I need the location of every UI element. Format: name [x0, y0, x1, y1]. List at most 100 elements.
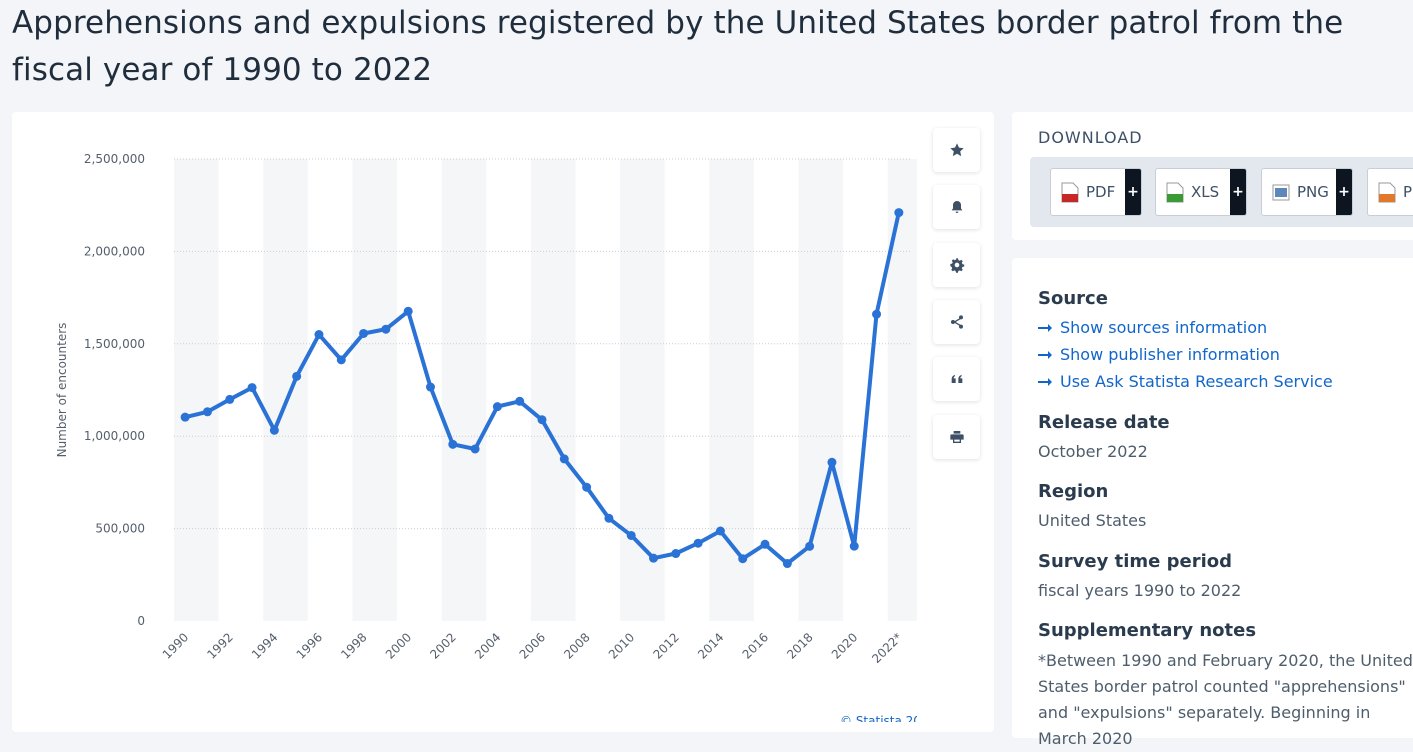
data-point	[649, 553, 659, 563]
x-tick-label: 2008	[561, 630, 592, 661]
y-tick-label: 1,000,000	[84, 429, 145, 443]
ppt-file-icon	[1378, 182, 1396, 202]
download-panel: DOWNLOAD PDF + XLS + PNG + PPT +	[1012, 112, 1413, 240]
x-tick-label: 2022*	[869, 630, 905, 666]
arrow-right-icon	[1038, 323, 1052, 332]
data-point	[872, 309, 882, 319]
gear-icon	[949, 258, 964, 273]
chart-band	[887, 159, 917, 621]
y-axis-label: Number of encounters	[55, 323, 69, 458]
survey-period-value: fiscal years 1990 to 2022	[1038, 581, 1242, 600]
page-title: Apprehensions and expulsions registered …	[12, 5, 1344, 88]
data-point	[715, 526, 725, 536]
region-heading: Region	[1038, 481, 1109, 502]
data-point	[292, 371, 302, 381]
data-point	[492, 402, 502, 412]
download-title: DOWNLOAD	[1038, 128, 1143, 147]
source-heading: Source	[1038, 288, 1108, 309]
download-ppt-label: PPT	[1403, 183, 1413, 201]
x-tick-label: 2016	[740, 630, 771, 661]
y-tick-label: 2,000,000	[84, 244, 145, 258]
data-point	[448, 439, 458, 449]
y-tick-label: 1,500,000	[84, 337, 145, 351]
data-point	[582, 482, 592, 492]
data-point	[671, 549, 681, 559]
download-xls-button[interactable]: XLS +	[1155, 168, 1247, 216]
data-point	[760, 539, 770, 549]
show-publisher-link[interactable]: Show publisher information	[1038, 345, 1280, 364]
x-tick-label: 2018	[784, 630, 815, 661]
chart-band	[352, 159, 398, 621]
share-icon	[950, 315, 963, 329]
plus-icon: +	[1125, 169, 1141, 215]
data-point	[604, 513, 614, 523]
favorite-button[interactable]	[933, 128, 980, 172]
plus-icon: +	[1230, 169, 1246, 215]
download-bar: PDF + XLS + PNG + PPT +	[1030, 157, 1413, 227]
x-tick-label: 1998	[338, 630, 369, 661]
x-tick-label: 2014	[695, 630, 726, 661]
chart-panel: 0 500,000 1,000,000 1,500,000 2,000,000 2,500…	[12, 112, 994, 732]
x-tick-label: 2002	[427, 630, 458, 661]
show-sources-link[interactable]: Show sources information	[1038, 318, 1267, 337]
data-point	[782, 559, 792, 569]
download-ppt-button[interactable]: PPT +	[1367, 168, 1413, 216]
cite-button[interactable]	[933, 357, 980, 401]
data-point	[269, 425, 279, 435]
y-tick-label: 0	[137, 614, 145, 628]
y-tick-label: 2,500,000	[84, 152, 145, 166]
chart-band	[263, 159, 308, 621]
data-point	[894, 208, 904, 218]
y-tick-label: 500,000	[95, 522, 145, 536]
data-point	[381, 324, 391, 334]
supplementary-notes-text: *Between 1990 and February 2020, the Uni…	[1038, 651, 1413, 748]
download-png-button[interactable]: PNG +	[1261, 168, 1353, 216]
data-point	[359, 328, 369, 338]
data-point	[693, 538, 703, 548]
star-icon	[949, 143, 964, 157]
chart-band	[620, 159, 665, 621]
show-sources-label: Show sources information	[1060, 318, 1268, 337]
notification-button[interactable]	[933, 185, 980, 229]
bell-icon	[951, 201, 962, 213]
data-point	[180, 412, 190, 422]
data-point	[626, 530, 636, 540]
ask-statista-link[interactable]: Use Ask Statista Research Service	[1038, 372, 1333, 391]
data-point	[425, 382, 435, 392]
x-tick-label: 1996	[294, 630, 325, 661]
data-point	[849, 541, 859, 551]
chart-band	[709, 159, 754, 621]
data-point	[336, 355, 346, 365]
x-tick-label: 2012	[650, 630, 681, 661]
data-point	[738, 554, 748, 564]
release-date-heading: Release date	[1038, 412, 1170, 433]
print-button[interactable]	[933, 415, 980, 459]
data-point	[559, 454, 569, 464]
chart-band	[174, 159, 219, 621]
x-tick-label: 2020	[829, 630, 860, 661]
data-point	[805, 541, 815, 551]
settings-button[interactable]	[933, 243, 980, 287]
quote-icon	[951, 375, 962, 383]
png-file-icon	[1272, 184, 1290, 200]
x-tick-label: 2000	[383, 630, 414, 661]
arrow-right-icon	[1038, 377, 1052, 386]
download-png-label: PNG	[1297, 183, 1329, 201]
share-button[interactable]	[933, 300, 980, 344]
printer-icon	[949, 431, 964, 443]
data-point	[470, 444, 480, 454]
chart-band	[441, 159, 487, 621]
download-pdf-button[interactable]: PDF +	[1050, 168, 1142, 216]
x-tick-label: 2006	[517, 630, 548, 661]
x-tick-label: 2010	[606, 630, 637, 661]
pdf-file-icon	[1061, 182, 1079, 202]
plus-icon: +	[1336, 169, 1352, 215]
download-xls-label: XLS	[1191, 183, 1220, 201]
download-pdf-label: PDF	[1086, 183, 1116, 201]
survey-period-heading: Survey time period	[1038, 551, 1232, 572]
line-chart: 0 500,000 1,000,000 1,500,000 2,000,000 2,500…	[55, 152, 917, 722]
data-point	[247, 383, 257, 393]
arrow-right-icon	[1038, 350, 1052, 359]
x-tick-label: 2004	[472, 630, 503, 661]
data-point	[225, 394, 235, 404]
